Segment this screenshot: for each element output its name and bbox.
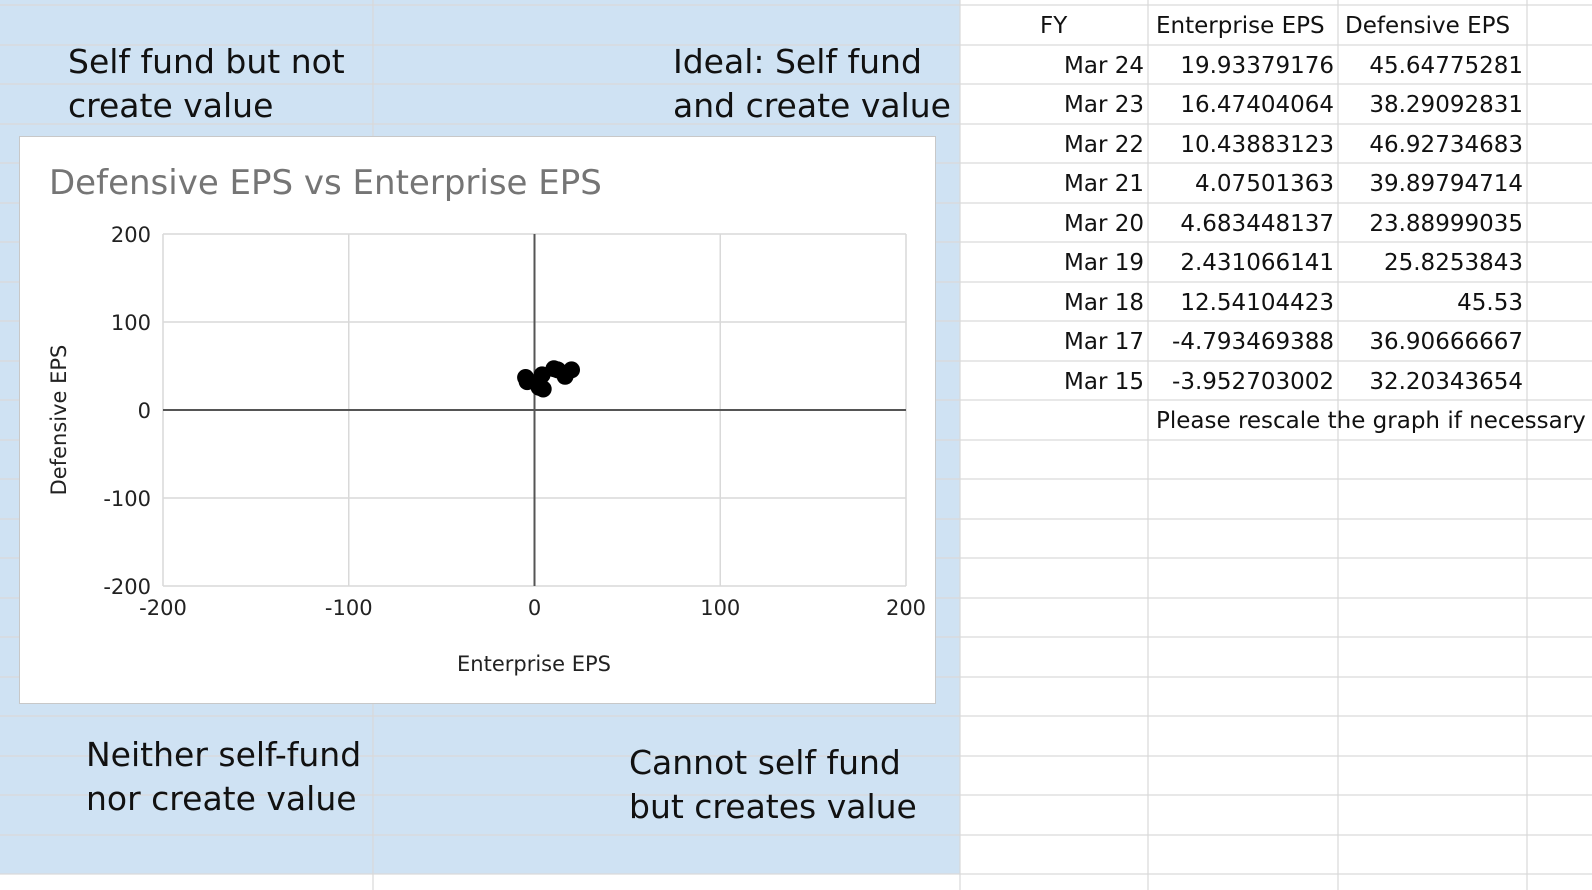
header-enterprise-eps: Enterprise EPS [1156,13,1325,39]
scatter-chart[interactable]: Defensive EPS vs Enterprise EPS -200 -100 0… [19,136,936,704]
cell-fy: Mar 18 [1064,290,1144,316]
cell-fy: Mar 22 [1064,132,1144,158]
cell-defensive-eps: 32.20343654 [1369,369,1523,395]
cell-enterprise-eps: 4.683448137 [1180,211,1334,237]
cell-enterprise-eps: 16.47404064 [1180,92,1334,118]
cell-fy: Mar 23 [1064,92,1144,118]
cell-fy: Mar 21 [1064,171,1144,197]
x-tick-label: 200 [886,596,926,620]
y-tick-label: -200 [103,575,151,599]
cell-fy: Mar 15 [1064,369,1144,395]
x-tick-label: 100 [700,596,740,620]
header-fy: FY [1040,13,1068,39]
cell-enterprise-eps: 10.43883123 [1180,132,1334,158]
cell-enterprise-eps: 2.431066141 [1180,250,1334,276]
quadrant-label-bottom-left: Neither self-fund nor create value [86,735,362,818]
y-tick-label: 0 [138,399,151,423]
cell-defensive-eps: 38.29092831 [1369,92,1523,118]
header-defensive-eps: Defensive EPS [1345,13,1511,39]
cell-fy: Mar 17 [1064,329,1144,355]
quadrant-label-bottom-right: Cannot self fund but creates value [629,743,917,826]
y-tick-label: -100 [103,487,151,511]
x-axis-label: Enterprise EPS [457,652,611,676]
cell-enterprise-eps: 4.07501363 [1194,171,1334,197]
quadrant-label-top-left: Self fund but not create value [68,42,345,125]
cell-fy: Mar 20 [1064,211,1144,237]
cell-fy: Mar 19 [1064,250,1144,276]
cell-defensive-eps: 25.8253843 [1383,250,1523,276]
chart-title: Defensive EPS vs Enterprise EPS [49,163,602,203]
data-point[interactable] [549,361,567,379]
cell-enterprise-eps: -3.952703002 [1172,369,1334,395]
cell-defensive-eps: 39.89794714 [1369,171,1523,197]
cell-defensive-eps: 45.64775281 [1369,53,1523,79]
x-tick-label: -200 [139,596,187,620]
cell-defensive-eps: 46.92734683 [1369,132,1523,158]
data-point[interactable] [518,373,536,391]
x-tick-label: 0 [528,596,541,620]
cell-enterprise-eps: 19.93379176 [1180,53,1334,79]
cell-enterprise-eps: -4.793469388 [1172,329,1334,355]
y-tick-label: 100 [111,311,151,335]
quadrant-label-top-right: Ideal: Self fund and create value [673,42,951,125]
cell-defensive-eps: 23.88999035 [1369,211,1523,237]
rescale-note: Please rescale the graph if necessary [1156,408,1586,434]
cell-enterprise-eps: 12.54104423 [1180,290,1334,316]
cell-defensive-eps: 45.53 [1457,290,1523,316]
cell-defensive-eps: 36.90666667 [1369,329,1523,355]
cell-fy: Mar 24 [1064,53,1144,79]
x-tick-label: -100 [325,596,373,620]
y-tick-label: 200 [111,223,151,247]
chart-canvas: Defensive EPS vs Enterprise EPS -200 -100 0… [47,163,926,676]
y-axis-label: Defensive EPS [47,345,71,496]
